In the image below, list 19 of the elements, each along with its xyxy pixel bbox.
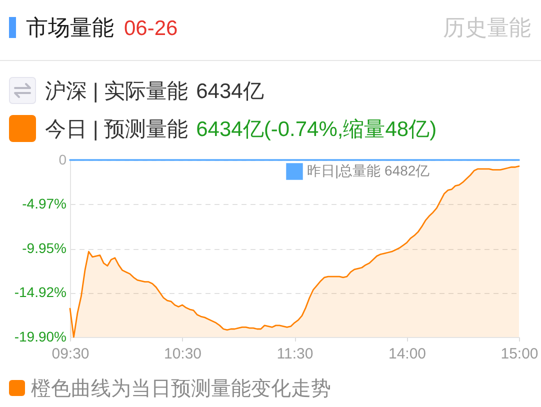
x-tick-label: 15:00 — [500, 346, 538, 362]
x-tick-label: 14:00 — [388, 346, 426, 362]
x-tick-label: 10:30 — [164, 346, 202, 362]
text: 橙色曲线为当日预测量能变化走势 — [31, 376, 331, 402]
chart-subtitle: 06-26 — [124, 17, 178, 40]
text: 6434亿(-0.74%,缩量48亿) — [196, 116, 437, 142]
chart-title: 市场量能 — [26, 15, 114, 40]
y-tick-label: -19.90% — [14, 328, 66, 344]
text: 6434亿 — [196, 78, 264, 104]
y-tick-label: -9.95% — [22, 240, 66, 256]
y-tick-label: -14.92% — [14, 284, 66, 300]
x-tick-label: 09:30 — [52, 346, 90, 362]
text: 沪深 | 实际量能 — [45, 78, 188, 104]
text: 今日 | 预测量能 — [45, 116, 188, 142]
x-tick-label: 11:30 — [276, 346, 314, 362]
legend-label: 昨日|总量能 6482亿 — [307, 162, 430, 178]
text: 历史量能 — [443, 14, 531, 42]
y-tick-label: 0 — [58, 152, 67, 168]
y-tick-label: -4.97% — [22, 196, 66, 212]
